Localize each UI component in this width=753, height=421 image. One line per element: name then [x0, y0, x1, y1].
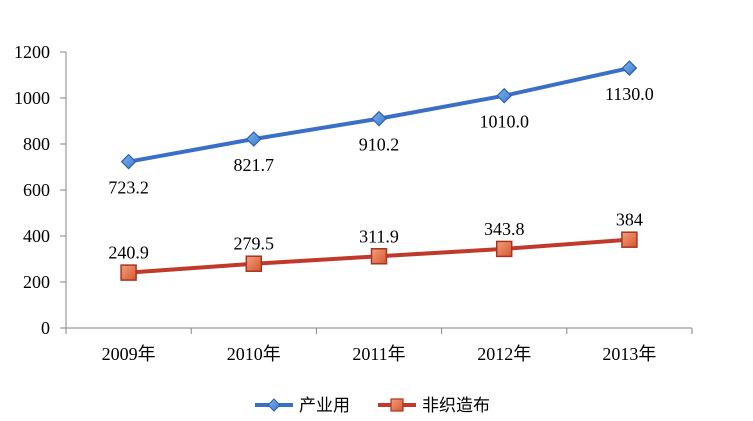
y-tick-label: 1000: [14, 88, 50, 108]
data-point-diamond: [621, 60, 638, 76]
data-label: 821.7: [234, 155, 275, 175]
data-point-square: [495, 240, 513, 258]
legend-square-icon: [390, 398, 404, 412]
data-point-square: [370, 248, 388, 265]
data-label: 311.9: [359, 226, 399, 246]
y-tick-label: 0: [41, 318, 50, 338]
x-tick-label: 2009年: [102, 344, 156, 364]
data-label: 343.8: [484, 219, 525, 239]
x-tick-label: 2010年: [227, 344, 281, 364]
legend-label: 非织造布: [422, 396, 490, 416]
data-label: 1130.0: [605, 84, 654, 104]
x-tick-label: 2011年: [352, 344, 405, 364]
data-point-square: [245, 255, 263, 272]
data-label: 723.2: [108, 178, 149, 198]
y-tick-label: 200: [23, 272, 50, 292]
data-point-square: [120, 264, 137, 281]
data-label: 384: [616, 210, 643, 230]
y-tick-label: 1200: [14, 42, 50, 62]
y-tick-label: 800: [23, 134, 50, 154]
legend-diamond-icon: [267, 398, 281, 412]
data-point-diamond: [496, 87, 513, 104]
data-label: 910.2: [359, 135, 400, 155]
data-label: 1010.0: [479, 112, 529, 132]
y-tick-label: 400: [23, 226, 50, 246]
data-point-diamond: [245, 131, 262, 147]
data-point-diamond: [371, 110, 387, 127]
legend-label: 产业用: [299, 396, 350, 416]
data-label: 279.5: [234, 234, 275, 254]
x-tick-label: 2013年: [602, 344, 656, 364]
data-label: 240.9: [108, 243, 149, 263]
data-point-diamond: [120, 153, 137, 170]
data-point-square: [621, 231, 638, 248]
x-tick-label: 2012年: [477, 344, 531, 364]
y-tick-label: 600: [23, 180, 50, 200]
